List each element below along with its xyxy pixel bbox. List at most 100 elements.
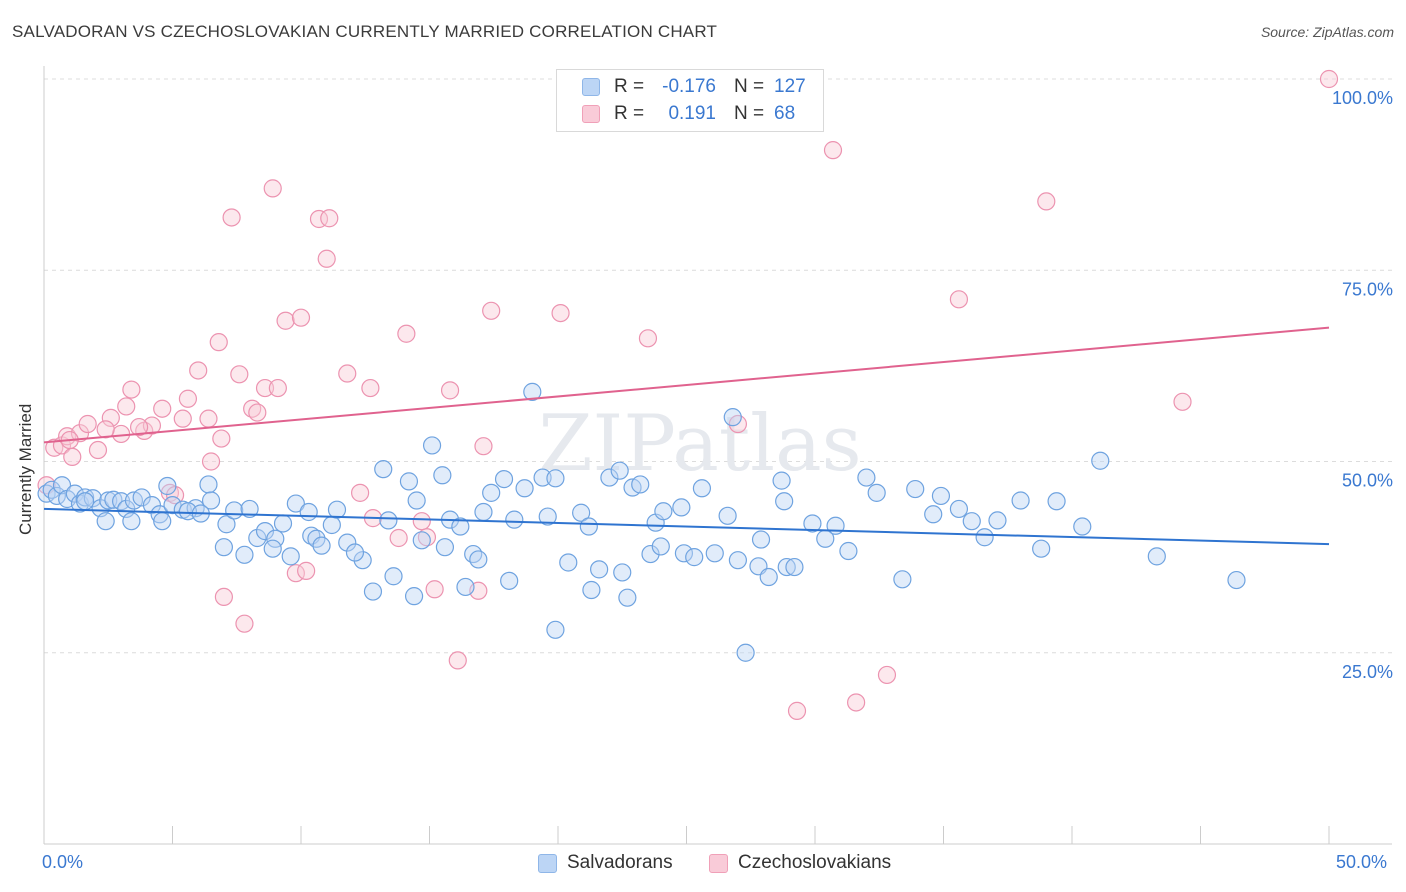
n-value: 68 [774,103,796,124]
data-point [1047,492,1066,511]
n-label: N = [734,76,765,97]
source-label: Source: ZipAtlas.com [1260,24,1394,40]
data-point [142,496,162,515]
legend-item-czechoslovakians[interactable]: Czechoslovakians [709,852,891,874]
data-point [777,557,796,577]
legend-swatch-blue [582,78,600,96]
data-point [975,528,994,547]
data-point [692,479,712,498]
data-point [199,475,218,494]
data-point [469,550,488,569]
n-value: 127 [774,76,806,97]
data-point [559,553,578,572]
data-point [772,471,791,490]
legend-row-salvadorans: R = -0.176 N = 127 [557,74,806,100]
data-point [96,420,115,439]
data-point [785,557,804,577]
data-point [1147,547,1166,566]
data-point [338,364,357,383]
data-point [122,380,141,399]
data-point [88,440,108,460]
data-point [672,498,691,517]
data-point [847,693,866,712]
data-point [281,547,300,566]
salvadorans-points [37,382,1246,662]
data-point [877,665,897,685]
data-point [500,571,519,590]
data-point [523,382,542,401]
y-tick-label: 50.0% [1342,471,1393,491]
data-point [1073,517,1092,536]
salvadorans-trend-line [43,507,1330,546]
data-point [435,538,455,557]
data-point [759,567,778,587]
data-point [618,588,637,607]
y-tick-labels: 25.0% 50.0% 75.0% 100.0% [1332,88,1393,682]
data-point [397,324,416,343]
data-point [1011,491,1030,510]
data-point [173,409,192,428]
axes [43,66,1392,845]
data-point [425,580,444,599]
data-point [389,528,408,548]
data-point [363,582,383,601]
data-point [474,437,493,456]
data-point [117,397,136,416]
data-point [924,505,943,524]
data-point [70,424,90,443]
r-label: R = [614,76,645,97]
data-point [654,502,673,521]
data-point [322,515,341,535]
data-point [268,378,287,398]
data-point [201,452,221,471]
data-point [474,502,493,522]
data-point [374,460,393,479]
r-label: R = [614,103,645,124]
data-point [674,544,694,563]
data-point [309,209,329,229]
data-point [351,483,370,502]
data-point [104,490,123,509]
data-point [857,468,876,487]
data-point [949,499,969,519]
data-point [631,475,650,494]
watermark: ZIPatlas [538,399,861,489]
data-point [931,486,951,506]
data-point [718,506,737,525]
data-point [482,483,501,502]
data-point [823,141,843,160]
data-point [47,486,66,506]
data-point [816,529,835,548]
y-tick-label: 75.0% [1342,279,1393,299]
data-point [579,517,598,536]
data-point [417,528,437,547]
data-point [1319,69,1339,89]
data-point [893,570,912,589]
data-point [600,468,619,487]
data-point [320,209,339,228]
data-point [153,399,172,418]
data-point [582,580,601,600]
x-tick-label-max: 50.0% [1336,852,1388,872]
data-point [705,544,724,563]
n-label: N = [734,103,765,124]
data-point [533,468,552,487]
data-point [803,514,822,533]
data-point [384,567,403,586]
data-point [590,560,609,579]
data-point [505,510,524,529]
data-point [276,311,295,330]
data-point [451,517,470,536]
data-point [638,329,658,348]
data-point [158,476,177,496]
data-point [613,563,632,582]
legend-swatch-blue [538,853,557,873]
data-point [546,620,565,639]
legend-swatch-pink [709,853,728,873]
data-point [96,512,115,531]
data-point [199,409,218,428]
legend-item-salvadorans[interactable]: Salvadorans [538,852,673,874]
data-point [962,512,981,531]
x-tick-label-min: 0.0% [42,852,84,872]
